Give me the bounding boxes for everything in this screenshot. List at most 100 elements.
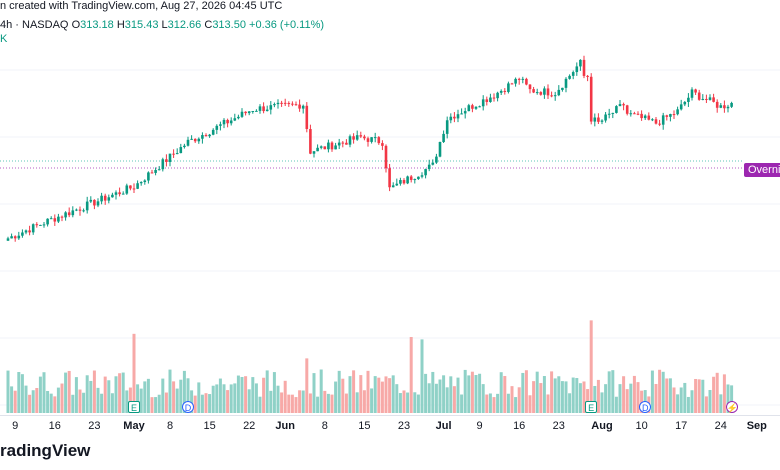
split-icon[interactable]: ⚡ [725, 401, 738, 413]
volume-bar [352, 370, 356, 413]
candle-body [352, 136, 355, 140]
volume-bar [182, 370, 186, 413]
candle-body [442, 133, 445, 142]
volume-bar [420, 339, 424, 413]
dividend-icon[interactable]: D [182, 401, 194, 413]
candle-body [636, 113, 640, 115]
candle-body [93, 199, 96, 206]
volume-bar [532, 381, 536, 413]
volume-bar [622, 376, 626, 413]
candle-body [276, 102, 280, 105]
volume-bar [712, 376, 716, 413]
volume-bar [434, 383, 438, 413]
candle-body [319, 146, 323, 148]
candle-body [46, 218, 49, 225]
volume-bar [92, 370, 96, 413]
volume-bar [46, 390, 50, 413]
volume-bar [164, 392, 168, 413]
candle-body [611, 112, 615, 114]
x-tick-label: 8 [166, 420, 174, 432]
volume-bar [251, 377, 255, 413]
earnings-icon[interactable]: E [128, 401, 140, 413]
volume-bar [175, 388, 179, 413]
candle-body [553, 95, 557, 97]
open-value: 313.18 [80, 19, 114, 31]
candle-body [377, 137, 381, 144]
volume-bar [524, 370, 528, 413]
volume-bar [452, 386, 456, 413]
volume-bar [312, 373, 316, 413]
volume-bar [708, 390, 712, 413]
volume-bar [690, 390, 694, 413]
time-axis[interactable]: 9 16 23 May 8 15 22 Jun 8 15 23 Jul 9 16 23 Aug 10 17 24 Se… [0, 415, 780, 446]
earnings-icon[interactable]: E [585, 401, 598, 413]
candle-body [478, 106, 481, 108]
candle-body [255, 110, 258, 112]
volume-bar [377, 377, 381, 413]
volume-bar [697, 379, 701, 413]
volume-bar [654, 383, 658, 413]
candle-body [510, 83, 514, 85]
volume-bar [337, 370, 341, 413]
candle-body [579, 59, 582, 67]
volume-bar [24, 385, 28, 413]
candle-body [334, 145, 337, 150]
volume-bar [71, 394, 75, 413]
volume-bar [226, 390, 230, 413]
volume-bar [56, 387, 60, 413]
candle-body [694, 89, 697, 93]
volume-bar [553, 378, 557, 413]
volume-bar [236, 375, 240, 413]
volume-bar [17, 372, 21, 413]
volume-bar [521, 372, 525, 413]
candle-body [503, 90, 507, 92]
volume-bar [96, 387, 100, 413]
volume-bar [571, 377, 575, 413]
candle-body [208, 134, 211, 137]
candle-body [643, 115, 647, 119]
candle-body [298, 104, 301, 109]
price-chart [0, 55, 780, 413]
candle-body [114, 192, 118, 195]
volume-bar [128, 387, 132, 413]
candle-body [17, 235, 21, 239]
dividend-icon[interactable]: D [639, 401, 652, 413]
candle-body [726, 106, 730, 109]
volume-bar [391, 375, 395, 413]
volume-bar [244, 376, 248, 413]
volume-bar [362, 390, 366, 413]
candle-body [247, 111, 251, 114]
candle-body [111, 194, 114, 198]
volume-bar [31, 390, 35, 413]
candle-body [301, 105, 305, 109]
volume-bar [20, 374, 24, 413]
volume-bar [546, 394, 550, 413]
volume-bar [316, 396, 320, 413]
candle-body [211, 129, 215, 135]
volume-bar [564, 381, 568, 413]
x-tick-label: 23 [88, 420, 101, 432]
x-tick-label: 15 [358, 420, 371, 432]
volume-bar [82, 392, 86, 413]
candle-body [229, 120, 233, 124]
candle-body [679, 104, 683, 110]
volume-bar [139, 388, 143, 413]
candle-body [283, 102, 287, 104]
candle-body [712, 97, 715, 102]
volume-bar [78, 389, 82, 413]
candle-body [661, 115, 665, 125]
volume-bar [294, 397, 298, 413]
candle-body [449, 116, 453, 121]
volume-bar [499, 372, 503, 413]
volume-bar [53, 396, 57, 413]
volume-bar [218, 378, 222, 413]
candle-body [330, 142, 334, 150]
candle-body [39, 224, 42, 226]
volume-bar [686, 396, 690, 413]
volume-bar [305, 358, 309, 413]
volume-bar [409, 337, 413, 413]
candle-body [237, 116, 240, 119]
candle-body [535, 92, 539, 94]
volume-bar [503, 376, 507, 413]
volume-bar [683, 382, 687, 413]
